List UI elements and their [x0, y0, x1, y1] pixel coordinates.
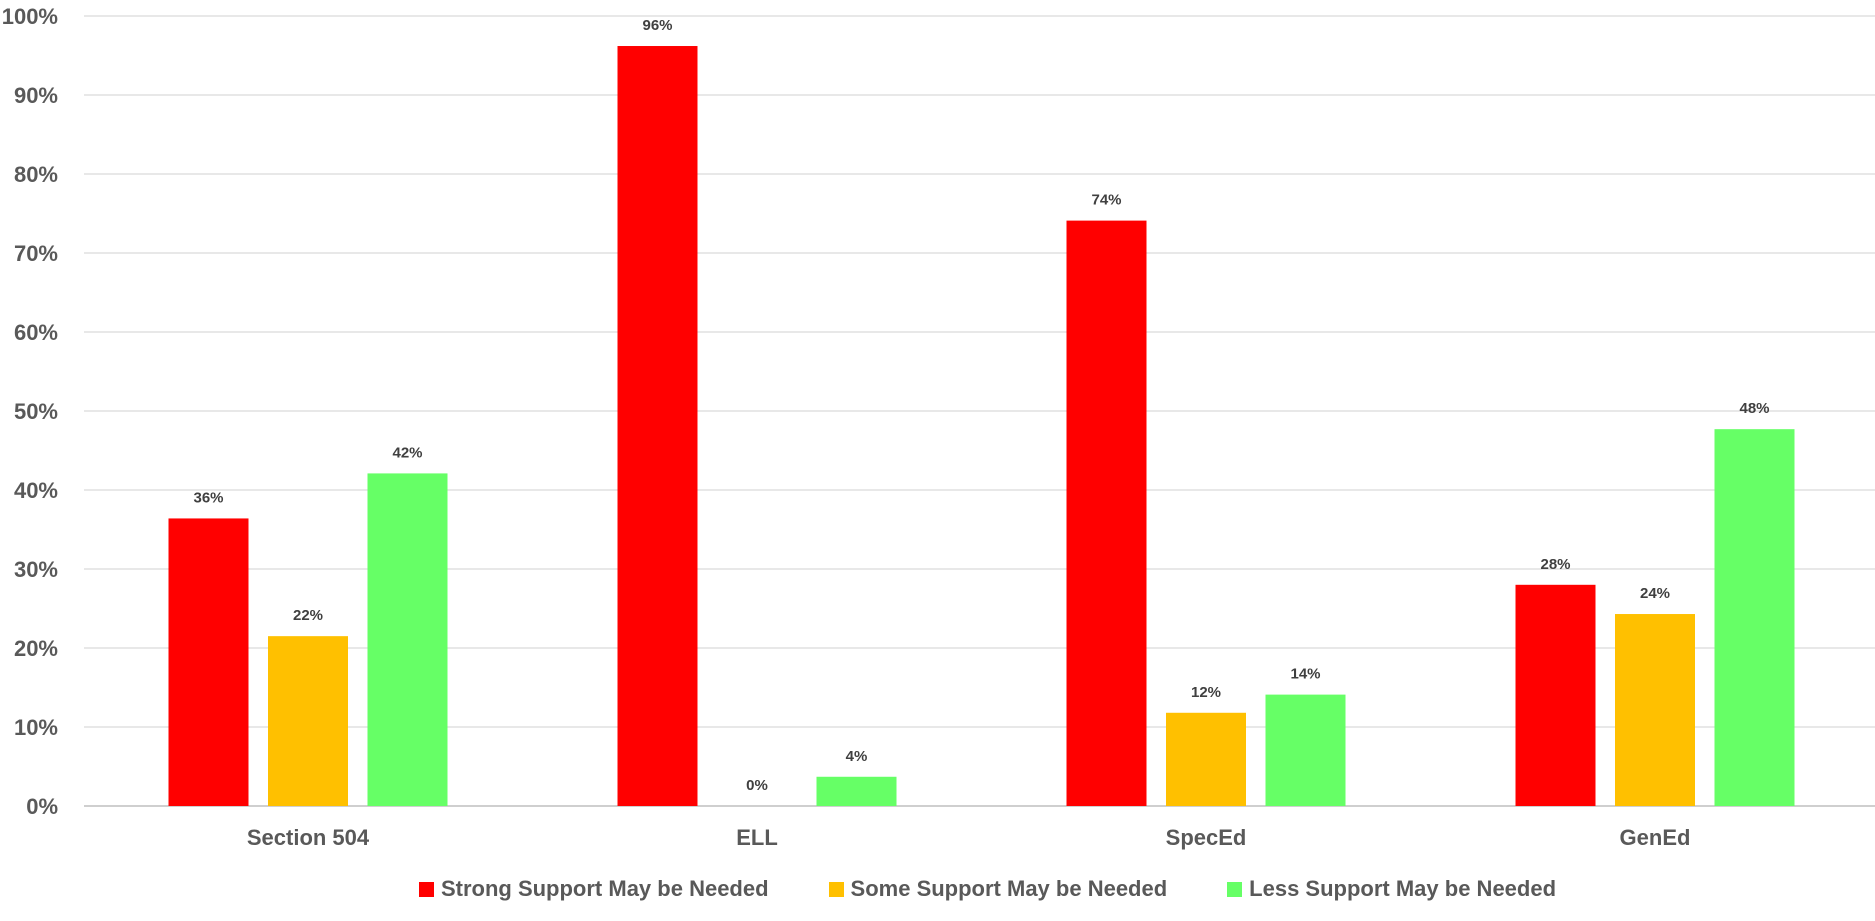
data-labels: 36% 22% 42% 96% 0% 4% 74% 12% 14% 28% 24% 48% [193, 17, 1769, 794]
x-tick-label: SpecEd [1166, 825, 1247, 850]
data-label: 96% [642, 17, 672, 34]
data-label: 36% [193, 489, 223, 506]
data-label: 22% [293, 607, 323, 624]
y-tick-label: 0% [26, 794, 58, 819]
data-label: 48% [1739, 400, 1769, 417]
legend-swatch [418, 881, 434, 897]
gridlines [84, 15, 1875, 807]
bar [268, 636, 348, 806]
legend-item: Some Support May be Needed [828, 876, 1168, 902]
y-tick-label: 20% [14, 636, 58, 661]
legend-item: Strong Support May be Needed [418, 876, 769, 902]
legend-label: Less Support May be Needed [1249, 876, 1557, 901]
y-tick-label: 60% [14, 320, 58, 345]
x-tick-label: Section 504 [247, 825, 370, 850]
data-label: 14% [1290, 666, 1320, 683]
x-tick-label: ELL [736, 825, 778, 850]
legend: Strong Support May be Needed Some Support… [50, 872, 1875, 906]
legend-label: Some Support May be Needed [850, 876, 1168, 901]
data-label: 28% [1540, 556, 1570, 573]
x-axis-ticks: Section 504 ELL SpecEd GenEd [247, 825, 1691, 850]
bar [1166, 712, 1246, 806]
y-tick-label: 90% [14, 83, 58, 108]
y-tick-label: 100% [2, 4, 58, 29]
y-tick-label: 30% [14, 557, 58, 582]
data-label: 4% [846, 748, 868, 765]
data-label: 24% [1640, 585, 1670, 602]
bar [1066, 220, 1147, 807]
data-label: 0% [746, 777, 768, 794]
y-axis-ticks: 0% 10% 20% 30% 40% 50% 60% 70% 80% 90% 100% [2, 4, 58, 819]
y-tick-label: 10% [14, 715, 58, 740]
bar [816, 776, 897, 806]
data-label: 74% [1091, 192, 1121, 209]
legend-swatch [828, 881, 844, 897]
y-tick-label: 80% [14, 162, 58, 187]
bars [168, 46, 1795, 807]
data-label: 42% [392, 444, 422, 461]
bar [1265, 694, 1346, 806]
y-tick-label: 70% [14, 241, 58, 266]
y-tick-label: 50% [14, 399, 58, 424]
bar [1615, 614, 1695, 806]
legend-swatch [1227, 881, 1243, 897]
bar [1714, 429, 1795, 806]
legend-item: Less Support May be Needed [1227, 876, 1556, 902]
bar [1515, 584, 1596, 806]
x-tick-label: GenEd [1620, 825, 1691, 850]
y-tick-label: 40% [14, 478, 58, 503]
bar [367, 473, 448, 806]
bar [168, 518, 249, 806]
legend-label: Strong Support May be Needed [440, 876, 769, 901]
data-label: 12% [1191, 684, 1221, 701]
bar [617, 46, 698, 806]
